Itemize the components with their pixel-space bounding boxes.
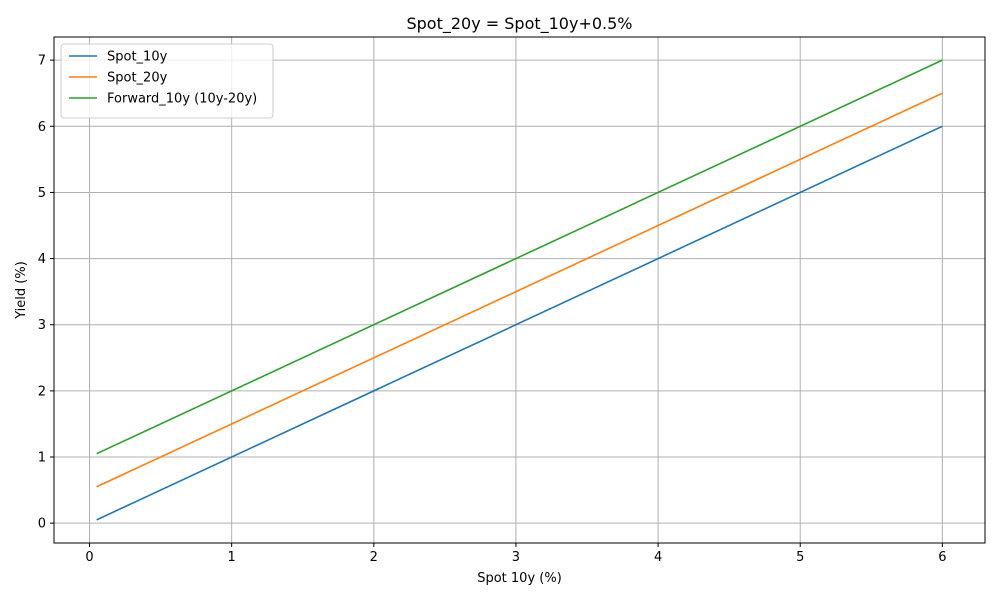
series-lines: [96, 59, 943, 521]
ticks: 0 1 2 3 4 5 6 0 1 2 3 4 5 6 7: [38, 54, 947, 565]
y-tick-label: 0: [38, 517, 46, 532]
y-tick-label: 4: [38, 252, 46, 267]
y-tick-label: 7: [38, 54, 46, 69]
plot-frame: [53, 36, 986, 544]
chart-title: Spot_20y = Spot_10y+0.5%: [406, 14, 632, 34]
y-tick-label: 1: [38, 451, 46, 466]
x-tick-label: 6: [938, 550, 946, 565]
series-line-1: [96, 125, 943, 521]
x-tick-label: 5: [796, 550, 804, 565]
x-tick-label: 0: [85, 550, 93, 565]
grid: [54, 37, 985, 543]
legend-label: Spot_20y: [107, 71, 168, 86]
y-tick-label: 5: [38, 186, 46, 201]
y-axis-label: Yield (%): [14, 261, 29, 320]
x-tick-label: 1: [228, 550, 236, 565]
legend: Spot_10y Spot_20y Forward_10y (10y-20y): [60, 43, 274, 119]
legend-label: Spot_10y: [107, 50, 168, 65]
x-tick-label: 2: [370, 550, 378, 565]
y-tick-label: 6: [38, 120, 46, 135]
x-tick-label: 4: [654, 550, 662, 565]
x-tick-label: 3: [512, 550, 520, 565]
series-line-3: [96, 59, 943, 455]
x-axis-label: Spot 10y (%): [477, 571, 562, 586]
y-tick-label: 3: [38, 318, 46, 333]
series-line-2: [96, 92, 943, 488]
legend-box: [60, 43, 274, 119]
legend-label: Forward_10y (10y-20y): [107, 92, 257, 107]
y-tick-label: 2: [38, 384, 46, 399]
